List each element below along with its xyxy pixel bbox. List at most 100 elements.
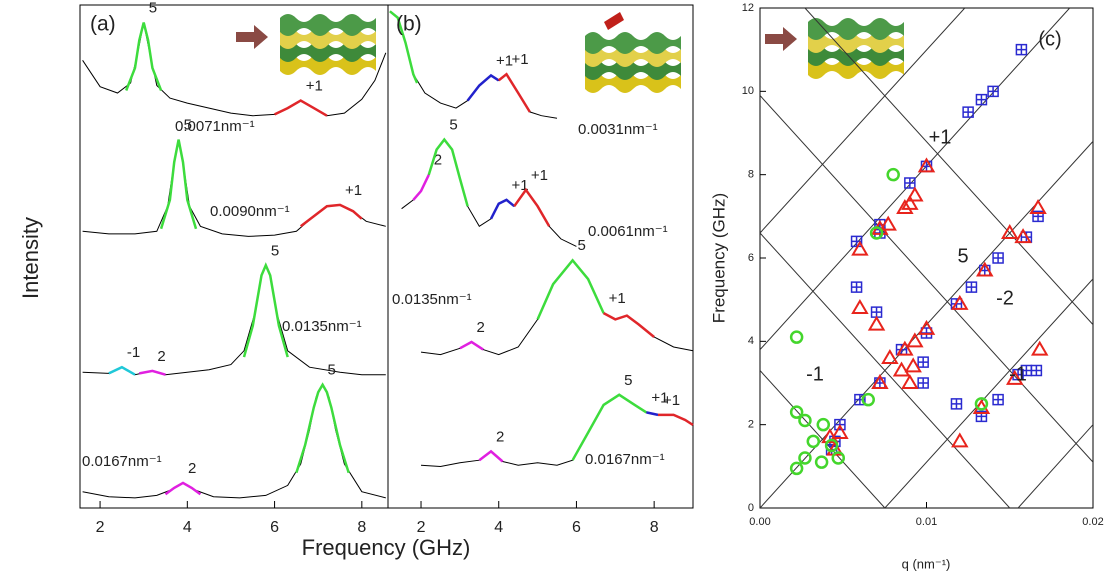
model-line [1017,424,1093,508]
fit-curve [295,382,350,474]
model-line [760,370,886,508]
peak-label: 5 [578,237,586,254]
model-line [760,95,1093,463]
x-tick-label: 0.02 [1082,516,1103,528]
fit-curve [536,258,605,320]
data-point [789,461,804,476]
peak-label: +1 [496,52,513,69]
y-tick-label: 12 [742,2,754,14]
data-point [901,194,919,210]
peak-label: +1 [512,51,529,68]
data-point [962,106,974,118]
data-point [1015,43,1028,56]
data-point [917,319,936,335]
data-point [871,374,889,389]
y-axis-label: Intensity [18,217,43,299]
data-point [831,424,849,439]
fit-curve [478,449,504,463]
data-point [879,215,897,231]
data-point [824,438,839,453]
data-point [901,374,919,389]
data-point [976,261,994,277]
data-point [1030,340,1049,356]
peak-label: 2 [434,152,442,169]
plot-area [760,8,1093,508]
fit-curve [497,72,531,113]
data-point [816,417,831,432]
fit-curve [646,411,659,417]
fit-curve [164,481,202,496]
model-line [804,8,1093,326]
data-point [861,392,875,407]
branch-label: +1 [929,126,952,148]
y-tick-label: 6 [748,252,754,264]
q-label: 0.0071nm⁻¹ [175,118,255,135]
peak-label: 2 [496,428,504,445]
data-point [867,315,886,331]
peak-label: 5 [184,117,192,134]
data-point [789,405,804,419]
y-tick-label: 8 [748,169,754,181]
peak-label: 5 [624,372,632,389]
data-point [850,281,863,293]
fit-curve [489,198,516,220]
peak-label: 2 [157,348,165,365]
x-tick-label: 0.01 [916,516,937,528]
x-tick-label: 6 [270,519,279,536]
peak-label: +1 [609,290,626,307]
model-line [760,232,1011,508]
fit-curve [274,99,328,117]
x-tick-label: 8 [357,519,366,536]
q-label: 0.0167nm⁻¹ [585,451,665,468]
data-point [821,428,839,444]
data-point [814,455,829,469]
y-tick-label: 4 [748,335,754,347]
x-tick-label: 6 [572,519,581,536]
peak-label: 5 [271,242,279,259]
x-tick-label: 8 [650,519,659,536]
data-point [1030,364,1043,377]
data-point [904,357,922,373]
data-point [798,451,812,465]
fit-curve [389,10,419,84]
sample-icon [236,12,904,93]
q-label: 0.0135nm⁻¹ [282,318,362,335]
fit-curve [513,187,551,227]
x-tick-label: 0.00 [749,516,770,528]
x-tick-label: 4 [183,519,192,536]
model-line [884,278,1093,508]
data-point [951,294,969,310]
q-label: 0.0031nm⁻¹ [578,121,658,138]
panel-frame [387,4,694,509]
data-point [869,226,884,240]
fit-curve [299,203,363,228]
q-label: 0.0061nm⁻¹ [588,223,668,240]
data-point [906,332,924,348]
data-point [851,240,869,256]
data-point [892,361,911,377]
data-point [851,299,869,314]
data-point [917,157,936,173]
y-tick-label: 0 [748,502,754,514]
spectrum [82,139,386,237]
data-point [987,85,999,98]
data-point [896,340,914,356]
data-point [992,393,1004,406]
data-point [950,398,963,410]
x-tick-label: 2 [96,519,105,536]
panel-label: (a) [90,13,116,36]
y-axis-label: Frequency (GHz) [709,193,728,323]
fit-curve [603,311,655,338]
data-point [896,199,914,214]
x-tick-label: 4 [494,519,503,536]
data-point [992,252,1004,264]
fit-curve [466,73,500,102]
fit-curve [139,369,166,376]
x-axis-label: Frequency (GHz) [302,535,471,560]
fit-curve [242,262,289,358]
spectrum [82,264,386,376]
panel-label: (b) [396,13,422,36]
panel-label: (c) [1038,28,1061,50]
